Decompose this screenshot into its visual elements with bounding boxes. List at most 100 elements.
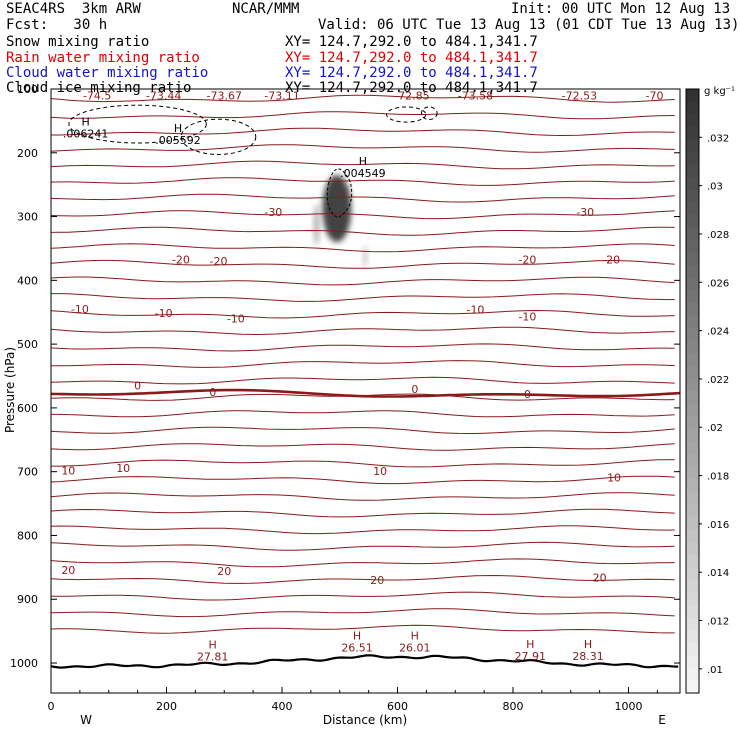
temperature-contour: [51, 360, 675, 368]
y-tick-label: 100: [17, 83, 38, 96]
colorbar-swatch: [686, 441, 699, 455]
colorbar-swatch: [686, 189, 699, 203]
maximum-value: 27.91: [515, 650, 547, 663]
contour-label: -73.58: [458, 89, 493, 102]
shaded-region-0: [322, 175, 352, 243]
colorbar-swatch: [686, 630, 699, 644]
colorbar-swatch: [686, 277, 699, 291]
colorbar-swatch: [686, 302, 699, 316]
y-tick-label: 700: [17, 466, 38, 479]
temperature-contour: [51, 193, 675, 203]
temperature-contour: [51, 410, 675, 418]
x-tick-label: 200: [156, 700, 177, 713]
maximum-value: 26.51: [341, 642, 373, 655]
colorbar-swatch: [686, 315, 699, 329]
contour-label: -10: [155, 307, 173, 320]
y-tick-label: 200: [17, 147, 38, 160]
colorbar-swatch: [686, 101, 699, 115]
shaded-region-1: [313, 203, 320, 246]
colorbar-swatch: [686, 604, 699, 618]
colorbar-swatch: [686, 290, 699, 304]
temperature-contour: [51, 541, 675, 551]
colorbar-swatch: [686, 617, 699, 631]
contour-label: -10: [71, 303, 89, 316]
temperature-contour: [51, 160, 675, 170]
maximum-value: 26.01: [399, 642, 431, 655]
temperature-contour: [51, 226, 675, 236]
y-tick-label: 900: [17, 593, 38, 606]
contour-label: -20: [602, 253, 620, 266]
colorbar-swatch: [686, 391, 699, 405]
colorbar-tick-label: .012: [707, 617, 729, 628]
colorbar-swatch: [686, 516, 699, 530]
colorbar-swatch: [686, 202, 699, 216]
temperature-contour: [51, 177, 675, 186]
x-axis-title: Distance (km): [323, 713, 407, 727]
contour-label: 10: [116, 462, 130, 475]
y-axis-title: Pressure (hPa): [3, 347, 17, 433]
forecast-hour: Fcst: 30 h: [6, 17, 108, 33]
maximum-marker: H: [359, 155, 367, 168]
colorbar-swatch: [686, 554, 699, 568]
init-time: Init: 00 UTC Mon 12 Aug 13: [511, 1, 731, 17]
y-tick-label: 600: [17, 402, 38, 415]
cloud-ice-contour-3: [420, 106, 438, 121]
colorbar-swatch: [686, 592, 699, 606]
maximum-value: 27.81: [197, 651, 229, 664]
maximum-marker: H: [526, 638, 534, 651]
colorbar-tick-label: .02: [707, 423, 723, 434]
maximum-value: .004549: [340, 167, 386, 180]
contour-label: -10: [227, 313, 245, 326]
contour-label: 0: [524, 388, 531, 401]
temperature-contour: [51, 426, 675, 434]
contour-label: -20: [209, 255, 227, 268]
colorbar-tick-label: .032: [707, 133, 729, 144]
temperature-contour: [51, 475, 675, 485]
colorbar-swatch: [686, 164, 699, 178]
temperature-contour: [51, 624, 675, 634]
colorbar-swatch: [686, 491, 699, 505]
colorbar-swatch: [686, 642, 699, 656]
legend-rain-xy: XY= 124.7,292.0 to 484.1,341.7: [285, 50, 538, 66]
contour-label: 0: [134, 380, 141, 393]
temperature-contour: [51, 111, 675, 120]
colorbar-tick-label: .022: [707, 375, 729, 386]
temperature-contour: [51, 459, 675, 468]
temperature-contour: [51, 94, 675, 103]
legend-cloud-ice-xy: XY= 124.7,292.0 to 484.1,341.7: [285, 80, 538, 96]
colorbar-swatch: [686, 542, 699, 556]
contour-label: -10: [518, 311, 536, 324]
temperature-contour: [51, 144, 675, 153]
colorbar-tick-label: .028: [707, 230, 729, 241]
maximum-marker: H: [82, 116, 90, 129]
y-tick-label: 400: [17, 274, 38, 287]
maximum-value: .005592: [155, 134, 201, 147]
colorbar-swatch: [686, 479, 699, 493]
contour-label: 10: [607, 471, 621, 484]
maximum-marker: H: [209, 639, 217, 652]
x-tick-label: 400: [272, 700, 293, 713]
valid-time: Valid: 06 UTC Tue 13 Aug 13 (01 CDT Tue …: [318, 17, 740, 33]
x-end-east: E: [658, 713, 666, 727]
x-tick-label: 0: [48, 700, 55, 713]
colorbar-swatch: [686, 466, 699, 480]
x-tick-label: 1000: [615, 700, 643, 713]
contour-label: 10: [373, 465, 387, 478]
temperature-contour: [51, 574, 675, 584]
y-tick-label: 300: [17, 211, 38, 224]
contour-label: 0: [411, 383, 418, 396]
colorbar-swatch: [686, 416, 699, 430]
contour-label: 0: [209, 386, 216, 399]
colorbar-swatch: [686, 214, 699, 228]
colorbar-swatch: [686, 504, 699, 518]
temperature-contour: [51, 608, 675, 618]
colorbar-tick-label: .018: [707, 472, 729, 483]
contour-label: 20: [217, 565, 231, 578]
colorbar-swatch: [686, 126, 699, 140]
temperature-contour: [51, 591, 675, 601]
contour-label: 10: [61, 464, 75, 477]
temperature-contour: [51, 243, 675, 253]
temperature-contour: [51, 210, 675, 220]
y-tick-label: 800: [17, 529, 38, 542]
